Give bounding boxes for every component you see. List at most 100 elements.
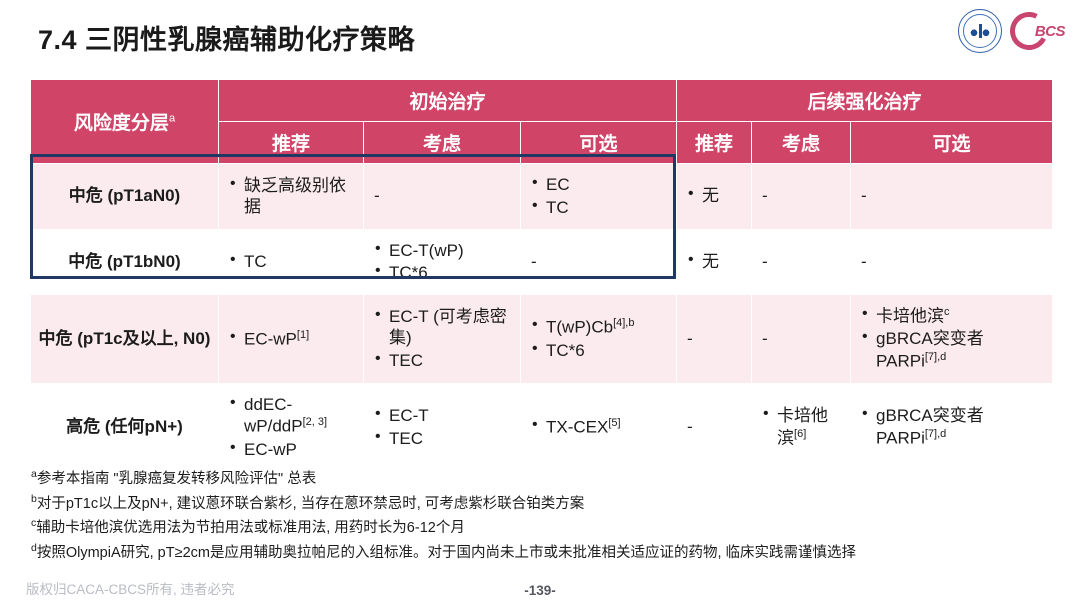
- list-item: TC: [531, 196, 666, 219]
- followup-recommend-cell: -: [676, 382, 753, 472]
- cell-list: 卡培他滨cgBRCA突变者PARPi[7],d: [861, 304, 1042, 373]
- header-risk-footnote-marker: a: [168, 112, 176, 125]
- list-item: TC*6: [374, 261, 510, 284]
- list-item: EC-T: [374, 404, 510, 427]
- strategy-table: 风险度分层a 初始治疗 后续强化治疗 推荐 考虑 可选 推荐 考虑 可选 中危 …: [30, 79, 1054, 472]
- initial-consider-cell: -: [363, 163, 521, 230]
- list-item: EC: [531, 173, 666, 196]
- header-followup-recommend: 推荐: [676, 121, 753, 164]
- bcs-logo: BCS: [1005, 7, 1066, 55]
- list-item: TX-CEX[5]: [531, 415, 666, 438]
- footnote-marker: b: [31, 492, 37, 505]
- table-row: 中危 (pT1aN0)缺乏高级别依据 - ECTC 无 - -: [30, 163, 1054, 230]
- empty-value: -: [531, 251, 537, 271]
- footnote-item: c辅助卡培他滨优选用法为节拍用法或标准用法, 用药时长为6-12个月: [31, 515, 1061, 540]
- initial-optional-cell: T(wP)Cb[4],bTC*6: [519, 294, 678, 384]
- footnote-text: 辅助卡培他滨优选用法为节拍用法或标准用法, 用药时长为6-12个月: [36, 520, 465, 537]
- strategy-table-wrapper: 风险度分层a 初始治疗 后续强化治疗 推荐 考虑 可选 推荐 考虑 可选 中危 …: [30, 79, 1054, 472]
- header-risk-stratification: 风险度分层a: [30, 79, 219, 164]
- list-item: EC-wP: [229, 438, 353, 461]
- footnote-marker: d: [31, 542, 37, 555]
- footnote-marker: c: [31, 517, 37, 530]
- followup-optional-cell: -: [850, 163, 1054, 230]
- cell-list: ddEC-wP/ddP[2, 3]EC-wP: [229, 393, 353, 461]
- cell-list: TC: [229, 250, 353, 273]
- header-followup-optional: 可选: [850, 121, 1054, 164]
- initial-optional-cell: TX-CEX[5]: [519, 382, 678, 472]
- initial-optional-cell: ECTC: [519, 163, 678, 230]
- footnote-item: d按照OlympiA研究, pT≥2cm是应用辅助奥拉帕尼的入组标准。对于国内尚…: [31, 540, 1061, 565]
- header-initial-recommend: 推荐: [218, 121, 364, 164]
- footnote-text: 按照OlympiA研究, pT≥2cm是应用辅助奥拉帕尼的入组标准。对于国内尚未…: [36, 545, 857, 562]
- footnote-item: a参考本指南 "乳腺癌复发转移风险评估" 总表: [31, 466, 1061, 491]
- list-item: 卡培他滨c: [861, 304, 1042, 327]
- page-number: -139-: [524, 583, 556, 598]
- initial-consider-cell: EC-T(wP)TC*6: [363, 228, 521, 295]
- cell-list: EC-T (可考虑密集)TEC: [374, 305, 510, 372]
- empty-value: -: [687, 417, 693, 437]
- cell-list: 无: [687, 250, 741, 273]
- list-item: 缺乏高级别依据: [229, 174, 353, 219]
- list-item: TEC: [374, 349, 510, 372]
- risk-stratification-cell: 高危 (任何pN+): [30, 382, 219, 472]
- initial-recommend-cell: TC: [218, 228, 364, 295]
- followup-recommend-cell: -: [676, 294, 753, 384]
- table-head: 风险度分层a 初始治疗 后续强化治疗 推荐 考虑 可选 推荐 考虑 可选: [30, 79, 1054, 164]
- table-row: 中危 (pT1bN0) TC EC-T(wP)TC*6 - 无 - -: [30, 228, 1054, 295]
- initial-consider-cell: EC-TTEC: [363, 382, 521, 472]
- list-item: EC-T (可考虑密集): [374, 305, 510, 350]
- header-initial-consider: 考虑: [363, 121, 521, 164]
- initial-recommend-cell: 缺乏高级别依据: [218, 163, 364, 230]
- cell-list: EC-wP[1]: [229, 327, 353, 350]
- caca-emblem-logo: [958, 9, 1002, 53]
- list-item: gBRCA突变者PARPi[7],d: [861, 327, 1042, 372]
- followup-consider-cell: 卡培他滨[6]: [751, 382, 852, 472]
- list-item: T(wP)Cb[4],b: [531, 315, 666, 338]
- footnote-item: b对于pT1c以上及pN+, 建议蒽环联合紫杉, 当存在蒽环禁忌时, 可考虑紫杉…: [31, 491, 1061, 516]
- initial-recommend-cell: EC-wP[1]: [218, 294, 364, 384]
- followup-optional-cell: -: [850, 228, 1054, 295]
- list-item: EC-T(wP): [374, 239, 510, 262]
- header-row-groups: 风险度分层a 初始治疗 后续强化治疗: [30, 79, 1054, 164]
- list-item: TEC: [374, 427, 510, 450]
- header-initial-optional: 可选: [519, 121, 678, 164]
- list-item: 无: [687, 184, 741, 207]
- empty-value: -: [762, 251, 768, 271]
- footnote-list: a参考本指南 "乳腺癌复发转移风险评估" 总表 b对于pT1c以上及pN+, 建议…: [31, 466, 1061, 565]
- cell-list: EC-T(wP)TC*6: [374, 239, 510, 285]
- bcs-logo-label: BCS: [1034, 22, 1066, 40]
- followup-consider-cell: -: [751, 294, 852, 384]
- empty-value: -: [687, 328, 693, 348]
- cell-list: ECTC: [531, 173, 666, 219]
- cell-list: T(wP)Cb[4],bTC*6: [531, 315, 666, 361]
- list-item: 无: [687, 250, 741, 273]
- cell-list: gBRCA突变者PARPi[7],d: [861, 404, 1042, 449]
- followup-optional-cell: 卡培他滨cgBRCA突变者PARPi[7],d: [850, 294, 1054, 384]
- followup-recommend-cell: 无: [676, 228, 753, 295]
- initial-optional-cell: -: [519, 228, 678, 295]
- followup-optional-cell: gBRCA突变者PARPi[7],d: [850, 382, 1054, 472]
- empty-value: -: [762, 186, 768, 206]
- footnote-marker: a: [31, 468, 37, 480]
- cell-list: 缺乏高级别依据: [229, 174, 353, 219]
- footnote-text: 对于pT1c以上及pN+, 建议蒽环联合紫杉, 当存在蒽环禁忌时, 可考虑紫杉联…: [36, 495, 585, 512]
- cell-list: 卡培他滨[6]: [762, 404, 840, 449]
- cell-list: 无: [687, 184, 741, 207]
- list-item: ddEC-wP/ddP[2, 3]: [229, 393, 353, 438]
- copyright-notice: 版权归CACA-CBCS所有, 违者必究: [26, 582, 235, 597]
- page-title: 7.4 三阴性乳腺癌辅助化疗策略: [38, 25, 416, 55]
- initial-consider-cell: EC-T (可考虑密集)TEC: [363, 294, 521, 384]
- followup-consider-cell: -: [751, 163, 852, 230]
- empty-value: -: [861, 251, 867, 271]
- list-item: EC-wP[1]: [229, 327, 353, 350]
- risk-stratification-cell: 中危 (pT1bN0): [30, 228, 219, 295]
- table-row: 中危 (pT1c及以上, N0)EC-wP[1]EC-T (可考虑密集)TECT…: [30, 294, 1054, 384]
- logo-group: BCS: [958, 7, 1066, 55]
- risk-stratification-cell: 中危 (pT1aN0): [30, 163, 219, 230]
- followup-consider-cell: -: [751, 228, 852, 295]
- cell-list: TX-CEX[5]: [531, 415, 666, 438]
- table-body: 中危 (pT1aN0)缺乏高级别依据-ECTC无--中危 (pT1bN0)TCE…: [30, 163, 1054, 472]
- initial-recommend-cell: ddEC-wP/ddP[2, 3]EC-wP: [218, 382, 364, 472]
- empty-value: -: [762, 328, 768, 348]
